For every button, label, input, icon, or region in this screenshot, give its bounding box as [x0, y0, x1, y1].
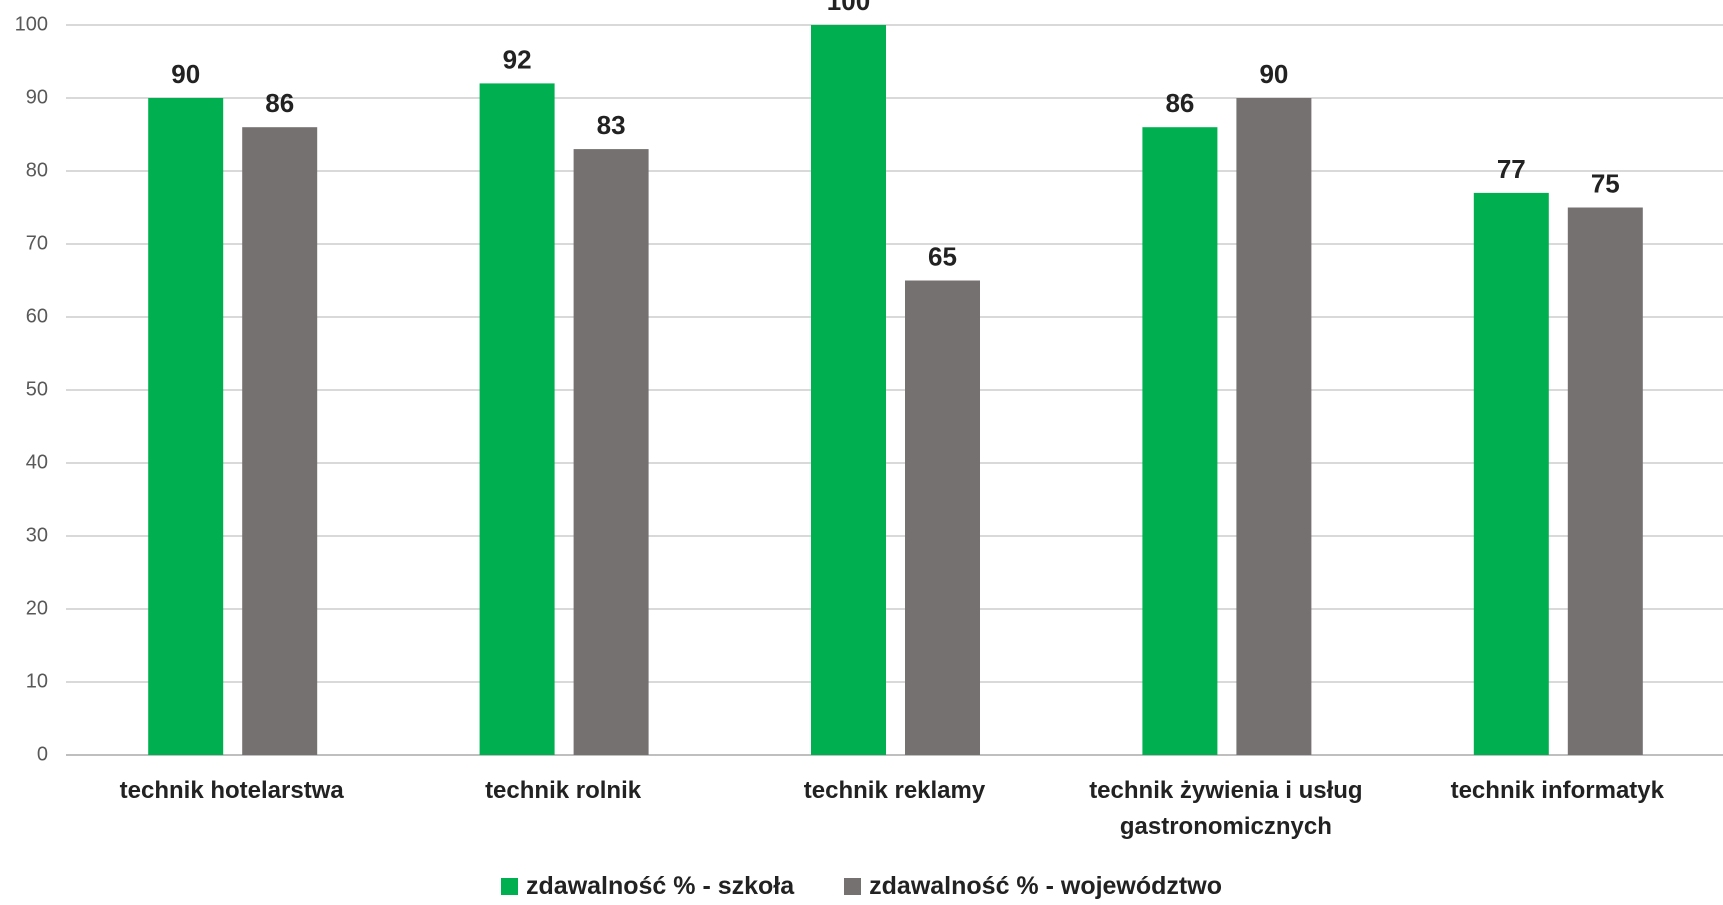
x-tick-label: technik informatyk — [1407, 773, 1707, 809]
bar — [1568, 208, 1643, 756]
bar — [1236, 98, 1311, 755]
value-label: 90 — [171, 59, 200, 89]
bar — [148, 98, 223, 755]
bar — [1474, 193, 1549, 755]
value-label: 90 — [1259, 59, 1288, 89]
y-tick-label: 0 — [37, 743, 48, 765]
legend-swatch — [501, 878, 518, 895]
legend-swatch — [844, 878, 861, 895]
x-tick-label: technik hotelarstwa — [82, 773, 382, 809]
chart: 0 10 20 30 40 50 60 70 80 90 100 90 92 100 86 77 86 83 65 9… — [0, 0, 1723, 905]
x-tick-label: technik reklamy — [745, 773, 1045, 809]
bar — [574, 149, 649, 755]
y-tick-label: 60 — [26, 305, 48, 327]
x-tick-label: technik żywienia i usług gastronomicznyc… — [1076, 773, 1376, 845]
y-tick-label: 90 — [26, 86, 48, 108]
y-tick-label: 20 — [26, 597, 48, 619]
value-label: 92 — [503, 44, 532, 74]
legend-label: zdawalność % - szkoła — [526, 872, 794, 901]
bar — [905, 281, 980, 756]
y-tick-label: 50 — [26, 378, 48, 400]
bar — [480, 83, 555, 755]
legend-label: zdawalność % - województwo — [869, 872, 1222, 901]
bar — [811, 25, 886, 755]
y-tick-label: 80 — [26, 159, 48, 181]
value-label: 65 — [928, 241, 957, 271]
y-tick-label: 10 — [26, 670, 48, 692]
value-label: 86 — [265, 88, 294, 118]
value-label: 86 — [1165, 88, 1194, 118]
legend: zdawalność % - szkoła zdawalność % - woje… — [0, 872, 1723, 901]
plot: 0 10 20 30 40 50 60 70 80 90 100 90 92 100 86 77 86 83 65 9… — [0, 0, 1723, 905]
value-label: 100 — [827, 0, 870, 16]
y-tick-label: 40 — [26, 451, 48, 473]
legend-item: zdawalność % - szkoła — [501, 872, 794, 901]
bar — [242, 127, 317, 755]
bar — [1142, 127, 1217, 755]
y-tick-label: 30 — [26, 524, 48, 546]
legend-item: zdawalność % - województwo — [844, 872, 1222, 901]
y-tick-label: 70 — [26, 232, 48, 254]
x-tick-label: technik rolnik — [413, 773, 713, 809]
value-label: 83 — [597, 110, 626, 140]
value-label: 75 — [1591, 168, 1620, 198]
y-tick-label: 100 — [15, 13, 48, 35]
value-label: 77 — [1497, 154, 1526, 184]
